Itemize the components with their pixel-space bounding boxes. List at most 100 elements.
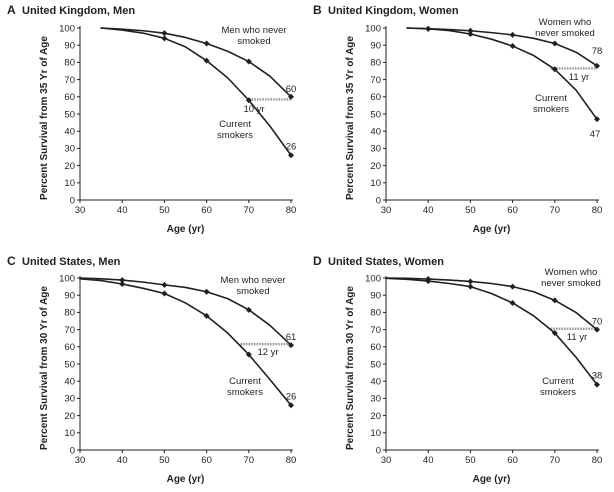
x-tick-label: 50	[159, 455, 170, 466]
data-point-marker	[161, 281, 168, 288]
x-tick-label: 50	[465, 455, 476, 466]
y-tick-label: 90	[370, 291, 381, 302]
data-point-marker	[245, 351, 252, 358]
panel-letter: D	[313, 254, 322, 268]
panel-d: D United States, Women 0 10 20 30 40 50 60 70 80 90…	[313, 254, 602, 485]
y-tick-label: 20	[64, 411, 75, 422]
series-label: smokers	[540, 387, 576, 398]
y-tick-label: 30	[370, 144, 381, 155]
y-tick-label: 80	[370, 58, 381, 69]
series-label: Current	[535, 93, 567, 104]
y-axis-title: Percent Survival from 30 Yr of Age	[39, 286, 50, 450]
series-label: Current	[229, 376, 261, 387]
series-label: never smoked	[541, 278, 601, 289]
y-tick-label: 10	[64, 178, 75, 189]
gap-label: 11 yr	[569, 72, 589, 83]
data-point-marker	[509, 283, 516, 290]
x-axis-title: Age (yr)	[473, 224, 511, 235]
panel-letter: A	[7, 3, 16, 17]
gap-label: 10 yr	[243, 104, 264, 115]
data-point-marker	[551, 330, 558, 337]
y-tick-label: 70	[370, 75, 381, 86]
end-value-label: 70	[592, 317, 603, 328]
y-tick-label: 50	[64, 359, 75, 370]
data-point-marker	[161, 35, 168, 42]
data-point-marker	[245, 58, 252, 65]
series-label: Current	[219, 119, 251, 130]
y-tick-label: 30	[64, 144, 75, 155]
y-tick-label: 90	[64, 41, 75, 52]
series-line	[385, 277, 598, 331]
y-tick-label: 60	[370, 342, 381, 353]
y-tick-label: 40	[64, 127, 75, 138]
data-point-marker	[425, 25, 432, 32]
y-tick-label: 80	[64, 58, 75, 69]
panel-c: C United States, Men 0 10 20 30 40 50 60 70 80 90 10…	[7, 254, 296, 485]
y-tick-label: 50	[370, 109, 381, 120]
x-tick-label: 40	[117, 455, 128, 466]
y-tick-label: 30	[64, 394, 75, 405]
data-point-marker	[467, 27, 474, 34]
y-tick-label: 10	[64, 428, 75, 439]
data-point-marker	[288, 342, 294, 349]
x-tick-label: 70	[550, 205, 561, 216]
data-point-marker	[551, 66, 558, 73]
series-line	[100, 27, 292, 98]
y-tick-label: 70	[64, 75, 75, 86]
x-tick-label: 40	[423, 455, 434, 466]
y-tick-label: 30	[370, 394, 381, 405]
y-axis-title: Percent Survival from 35 Yr of Age	[39, 36, 50, 200]
end-value-label: 61	[286, 332, 297, 343]
y-tick-label: 100	[59, 23, 75, 34]
x-axis-title: Age (yr)	[167, 224, 205, 235]
data-point-marker	[509, 299, 516, 306]
series-label: smoked	[236, 286, 269, 297]
data-point-marker	[288, 152, 294, 159]
data-point-marker	[119, 281, 126, 288]
x-tick-label: 40	[117, 205, 128, 216]
panel-b: B United Kingdom, Women 0 10 20 30 40 50 60 70 80 9…	[313, 3, 602, 235]
series-label: smokers	[533, 104, 569, 115]
x-tick-label: 70	[550, 455, 561, 466]
y-tick-label: 40	[370, 377, 381, 388]
end-value-label: 60	[286, 84, 297, 95]
x-tick-label: 50	[159, 205, 170, 216]
y-tick-label: 0	[376, 445, 381, 456]
y-tick-label: 90	[64, 291, 75, 302]
panel-letter: C	[7, 254, 16, 268]
data-point-marker	[467, 31, 474, 38]
series-label: Current	[542, 376, 574, 387]
data-point-marker	[288, 93, 294, 100]
data-point-marker	[594, 62, 600, 69]
y-tick-label: 80	[64, 308, 75, 319]
end-value-label: 38	[592, 371, 603, 382]
panel-a: A United Kingdom, Men 0 10 20 30 40 50 60 70 80 90 1…	[7, 3, 296, 235]
x-tick-label: 60	[201, 205, 212, 216]
y-tick-label: 50	[370, 359, 381, 370]
data-point-marker	[203, 312, 210, 319]
y-axis-title: Percent Survival from 35 Yr of Age	[345, 36, 356, 200]
y-tick-label: 0	[70, 445, 75, 456]
y-tick-label: 10	[370, 178, 381, 189]
series-label: Women who	[545, 267, 598, 278]
data-point-marker	[161, 290, 168, 297]
data-point-marker	[594, 326, 600, 333]
series-line	[79, 278, 292, 407]
series-label: Men who never	[221, 275, 286, 286]
series-label: smokers	[217, 130, 253, 141]
x-tick-label: 80	[592, 455, 603, 466]
data-point-marker	[425, 278, 432, 285]
data-point-marker	[509, 31, 516, 38]
panel-title: United States, Men	[22, 256, 121, 268]
y-tick-label: 100	[59, 273, 75, 284]
y-tick-label: 60	[370, 92, 381, 103]
data-point-marker	[245, 306, 252, 313]
data-point-marker	[203, 57, 210, 64]
x-tick-label: 60	[507, 455, 518, 466]
x-tick-label: 30	[75, 205, 86, 216]
series-line	[406, 27, 598, 120]
data-point-marker	[509, 43, 516, 50]
